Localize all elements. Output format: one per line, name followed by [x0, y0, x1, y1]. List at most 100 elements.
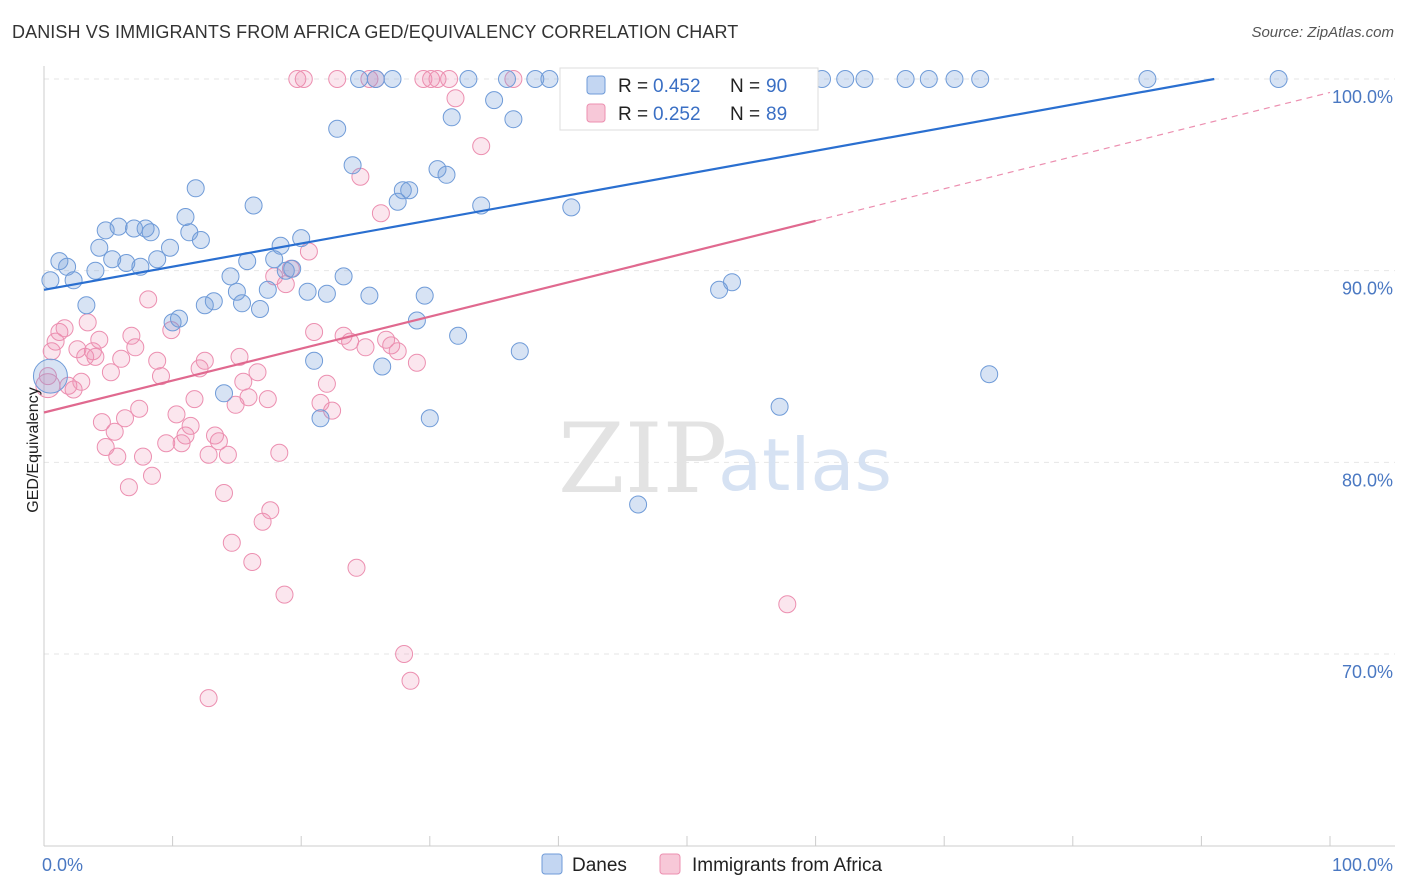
danes-point-85 — [919, 70, 938, 88]
africa-point-34 — [176, 426, 195, 445]
africa-point-18 — [108, 447, 127, 466]
africa-trend-line — [43, 219, 816, 414]
danes-point-70 — [629, 495, 648, 514]
danes-point-44 — [343, 156, 362, 175]
tick-labels: 100.0% 90.0% 80.0% 70.0% 0.0% 100.0% — [42, 87, 1393, 875]
danes-point-87 — [971, 70, 990, 88]
danes-point-27 — [227, 282, 246, 301]
danes-point-0 — [41, 271, 60, 290]
danes-point-52 — [400, 181, 419, 200]
danes-point-21 — [186, 179, 205, 198]
legend-r-danes: 0.452 — [653, 76, 701, 97]
africa-point-65 — [328, 70, 347, 88]
africa-trend-extension — [815, 91, 1331, 222]
danes-point-63 — [498, 70, 516, 88]
y-tick-label-3: 70.0% — [1342, 662, 1393, 682]
danes-point-24 — [204, 292, 223, 311]
danes-point-65 — [510, 342, 529, 361]
y-tick-label-1: 90.0% — [1342, 279, 1393, 299]
danes-point-82 — [836, 70, 855, 88]
chart-title: DANISH VS IMMIGRANTS FROM AFRICA GED/EQU… — [12, 22, 739, 42]
africa-point-6 — [64, 380, 83, 399]
africa-point-71 — [360, 70, 379, 88]
danes-point-4 — [77, 296, 96, 315]
danes-point-28 — [233, 294, 251, 313]
africa-point-36 — [185, 390, 204, 409]
danes-point-18 — [170, 309, 188, 328]
danes-point-6 — [90, 238, 109, 257]
africa-point-59 — [294, 70, 313, 88]
africa-point-44 — [222, 533, 241, 552]
danes-point-68 — [562, 198, 581, 217]
africa-point-23 — [126, 338, 145, 357]
y-tick-label-0: 100.0% — [1332, 87, 1393, 107]
legend-bottom-swatch-africa — [659, 853, 681, 875]
africa-point-53 — [261, 501, 280, 520]
africa-point-48 — [239, 388, 258, 407]
legend-r-label-africa: R = — [618, 104, 648, 125]
x-tick-label-1: 100.0% — [1332, 855, 1393, 875]
legend-n-africa: 89 — [766, 104, 787, 125]
danes-point-39 — [305, 351, 324, 370]
africa-point-17 — [105, 422, 124, 441]
africa-point-86 — [504, 70, 523, 88]
danes-point-46 — [360, 286, 379, 305]
danes-point-54 — [415, 286, 434, 305]
danes-point-35 — [276, 261, 295, 280]
danes-point-48 — [373, 357, 392, 376]
africa-point-15 — [96, 438, 115, 456]
africa-point-28 — [148, 351, 167, 370]
africa-point-81 — [422, 70, 441, 88]
danes-point-47 — [366, 70, 385, 88]
africa-point-21 — [119, 478, 138, 497]
legend-swatch-africa — [586, 103, 606, 123]
africa-point-43 — [218, 445, 237, 464]
africa-point-78 — [401, 671, 420, 690]
africa-point-49 — [243, 553, 262, 571]
legend-name-africa: Immigrants from Africa — [692, 855, 882, 876]
danes-point-57 — [437, 165, 456, 184]
africa-point-32 — [167, 405, 186, 424]
africa-point-63 — [317, 374, 336, 393]
africa-point-85 — [472, 137, 491, 156]
danes-point-84 — [896, 70, 915, 88]
series-africa-points — [35, 70, 797, 708]
danes-point-10 — [117, 254, 136, 272]
africa-point-41 — [209, 432, 228, 451]
africa-point-25 — [134, 447, 152, 466]
africa-point-55 — [270, 443, 289, 462]
africa-point-12 — [86, 347, 105, 366]
africa-point-38 — [195, 351, 214, 370]
danes-point-25 — [215, 384, 233, 403]
danes-point-49 — [383, 70, 402, 88]
africa-point-2 — [46, 332, 65, 351]
danes-point-14 — [141, 223, 160, 242]
legend-r-label-danes: R = — [618, 76, 648, 97]
danes-point-43 — [334, 267, 353, 286]
africa-point-58 — [288, 70, 307, 88]
legend-n-label-africa: N = — [730, 104, 760, 125]
danes-point-45 — [350, 70, 369, 88]
danes-point-86 — [945, 70, 964, 88]
danes-point-74 — [723, 273, 741, 292]
danes-point-41 — [317, 284, 336, 303]
africa-point-20 — [116, 409, 134, 428]
africa-point-83 — [440, 70, 459, 88]
africa-point-77 — [395, 645, 414, 663]
africa-point-39 — [199, 445, 218, 464]
danes-point-90 — [1269, 70, 1288, 88]
danes-point-55 — [420, 409, 439, 428]
africa-point-80 — [414, 70, 433, 88]
legend-n-danes: 90 — [766, 76, 787, 97]
danes-point-67 — [540, 70, 559, 88]
legend-name-danes: Danes — [572, 855, 627, 876]
danes-point-5 — [86, 261, 105, 280]
danes-trend-line — [43, 77, 1215, 291]
y-axis-label: GED/Equivalency — [25, 387, 42, 512]
africa-point-19 — [112, 349, 131, 368]
legend-n-label-danes: N = — [730, 76, 760, 97]
legend-r-africa: 0.252 — [653, 104, 701, 125]
danes-point-62 — [485, 91, 504, 110]
africa-point-30 — [157, 434, 176, 453]
africa-point-47 — [234, 372, 253, 391]
